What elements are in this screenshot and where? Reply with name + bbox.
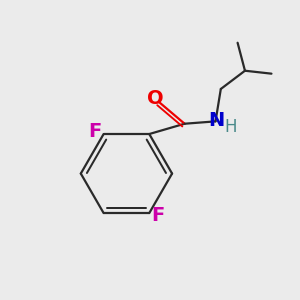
Text: F: F: [152, 206, 165, 225]
Text: H: H: [225, 118, 237, 136]
Text: O: O: [147, 89, 164, 108]
Text: N: N: [208, 111, 225, 130]
Text: F: F: [88, 122, 101, 141]
